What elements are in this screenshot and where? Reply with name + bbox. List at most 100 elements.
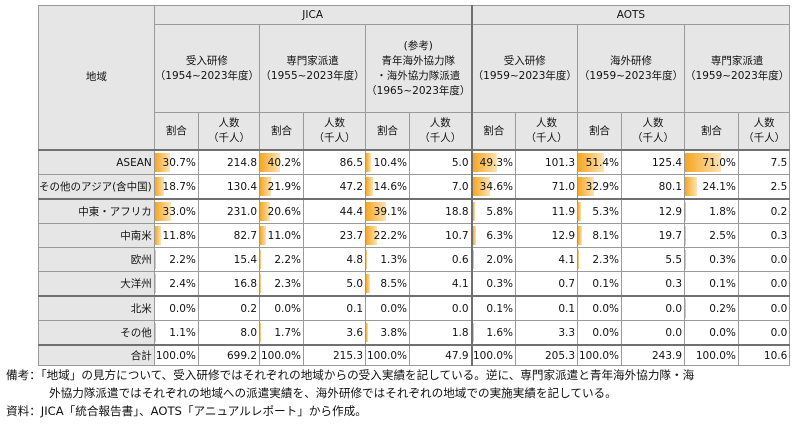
share-cell: 2.2% — [259, 247, 305, 272]
share-value: 6.3% — [486, 229, 514, 242]
share-bar — [155, 202, 172, 221]
share-cell: 2.3% — [577, 247, 623, 272]
notes: 備考：「地域」の見方について、受入研修ではそれぞれの地域からの受入実績を記してい… — [6, 366, 694, 420]
count-cell: 1.8 — [409, 320, 473, 346]
count-cell: 125.4 — [621, 149, 686, 175]
count-cell: 0.0 — [737, 247, 791, 272]
share-bar — [473, 226, 476, 245]
count-cell: 0.0 — [409, 295, 473, 321]
program-period: （1959~2023年度） — [578, 69, 684, 82]
count-cell: 101.3 — [515, 149, 579, 175]
count-cell: 214.8 — [197, 149, 261, 175]
share-value: 100.0% — [260, 349, 302, 362]
count-cell: 0.7 — [515, 271, 579, 297]
subheader-pct: 割合 — [684, 112, 739, 151]
share-cell: 0.0% — [684, 320, 739, 346]
share-cell: 5.8% — [470, 198, 517, 224]
count-cell: 0.0 — [737, 295, 791, 321]
share-value: 39.1% — [373, 205, 408, 218]
program-period: （1954~2023年度） — [154, 69, 260, 82]
share-cell: 30.7% — [153, 149, 199, 175]
count-cell: 4.1 — [515, 247, 579, 272]
share-value: 100.0% — [695, 349, 736, 362]
program-period: （1955~2023年度） — [260, 69, 365, 82]
share-bar — [473, 177, 490, 196]
region-label: 北米 — [38, 295, 155, 321]
table-row: 大洋州 2.4% 16.8 2.3% 5.0 8.5% 4.1 0.3% 0.7 0.1% 0.3 0… — [38, 271, 791, 297]
share-value: 71.0% — [702, 156, 736, 169]
program-header: 専門家派遣 （1959~2023年度） — [684, 24, 791, 113]
program-header: 海外研修 （1959~2023年度） — [577, 24, 686, 113]
share-cell: 0.1% — [684, 271, 739, 297]
share-cell: 2.5% — [684, 223, 739, 248]
share-value: 0.0% — [169, 302, 196, 315]
count-cell: 243.9 — [621, 344, 686, 366]
share-cell: 5.3% — [577, 198, 623, 224]
subheader-pct: 割合 — [470, 112, 517, 151]
share-value: 30.7% — [162, 156, 196, 169]
share-value: 0.3% — [709, 253, 736, 266]
program-name: 受入研修 — [185, 54, 228, 67]
share-cell: 0.3% — [684, 247, 739, 272]
count-cell: 0.0 — [737, 271, 791, 297]
count-cell: 0.0 — [621, 295, 686, 321]
count-cell: 5.5 — [621, 247, 686, 272]
region-label: その他 — [38, 320, 155, 346]
program-name: 専門家派遣 — [286, 54, 339, 67]
table-row: 北米 0.0% 0.2 0.0% 0.1 0.0% 0.0 0.1% 0.1 0.0% 0.0 0.2… — [38, 295, 791, 321]
share-value: 100.0% — [472, 349, 514, 362]
share-value: 2.2% — [169, 253, 196, 266]
count-cell: 3.3 — [515, 320, 579, 346]
share-cell: 1.3% — [365, 247, 411, 272]
count-cell: 8.0 — [197, 320, 261, 346]
share-value: 2.3% — [274, 277, 302, 290]
count-cell: 0.1 — [515, 295, 579, 321]
count-cell: 12.9 — [621, 198, 686, 224]
program-name: 受入研修 — [503, 54, 546, 67]
count-cell: 2.5 — [737, 174, 791, 200]
share-value: 5.8% — [486, 205, 514, 218]
share-value: 2.3% — [592, 253, 620, 266]
share-cell: 0.0% — [577, 295, 623, 321]
share-cell: 1.1% — [153, 320, 199, 346]
region-label: その他のアジア(含中国) — [38, 174, 155, 200]
count-cell: 0.3 — [621, 271, 686, 297]
share-value: 3.8% — [380, 326, 408, 339]
table-row: 中南米 11.8% 82.7 11.0% 23.7 22.2% 10.7 6.3% 12.9 8.… — [38, 223, 791, 248]
share-cell: 100.0% — [259, 344, 305, 366]
table-row: その他 1.1% 8.0 1.7% 3.6 3.8% 1.8 1.6% 3.3 0.0% 0.0 0.… — [38, 320, 791, 346]
table-row: 中東・アフリカ 33.0% 231.0 20.6% 44.4 39.1% 18.8 5.8% 1… — [38, 198, 791, 224]
share-bar — [685, 177, 698, 196]
share-value: 18.7% — [162, 180, 196, 193]
count-cell: 215.3 — [303, 344, 367, 366]
note-line: 備考：「地域」の見方について、受入研修ではそれぞれの地域からの受入実績を記してい… — [6, 368, 695, 382]
share-bar — [260, 202, 271, 221]
share-bar — [366, 323, 368, 342]
share-value: 0.0% — [709, 326, 736, 339]
region-label: 欧州 — [38, 247, 155, 272]
count-cell: 11.9 — [515, 198, 579, 224]
share-bar — [260, 274, 262, 293]
share-cell: 2.3% — [259, 271, 305, 297]
share-cell: 0.1% — [577, 271, 623, 297]
subheader-count: 人数 （千人） — [737, 112, 791, 151]
share-bar — [473, 153, 498, 172]
subheader-pct: 割合 — [365, 112, 411, 151]
program-name: (参考) 青年海外協力隊 ・海外協力隊派遣 — [376, 39, 461, 82]
share-bar — [155, 323, 156, 342]
program-header: 専門家派遣 （1955~2023年度） — [259, 24, 367, 113]
share-bar — [685, 153, 721, 172]
share-cell: 100.0% — [153, 344, 199, 366]
share-bar — [685, 202, 686, 221]
region-label: 中東・アフリカ — [38, 198, 155, 224]
share-cell: 100.0% — [577, 344, 623, 366]
share-cell: 6.3% — [470, 223, 517, 248]
group-header-jica: JICA — [153, 5, 473, 25]
share-value: 100.0% — [366, 349, 408, 362]
program-period: （1959~2023年度） — [685, 69, 790, 82]
share-cell: 71.0% — [684, 149, 739, 175]
table-row: ASEAN 30.7% 214.8 40.2% 86.5 10.4% 5.0 49.3% 101… — [38, 149, 791, 175]
share-value: 33.0% — [162, 205, 196, 218]
region-label: 大洋州 — [38, 271, 155, 297]
share-cell: 0.2% — [684, 295, 739, 321]
